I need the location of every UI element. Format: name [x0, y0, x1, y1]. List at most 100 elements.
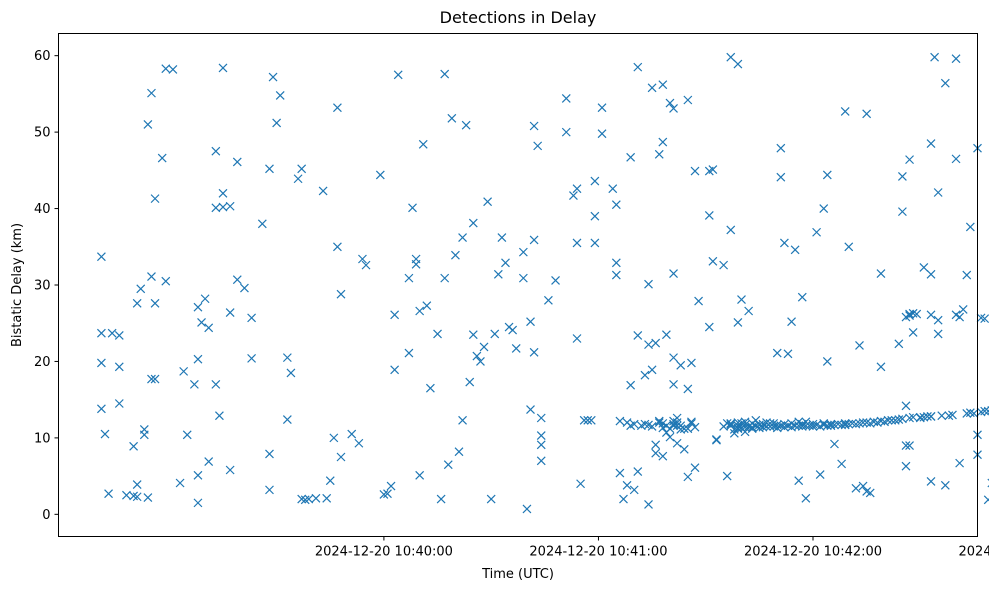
data-point [114, 399, 124, 408]
data-point [132, 480, 142, 489]
data-point [572, 184, 582, 194]
data-point [193, 470, 203, 480]
data-point [529, 121, 539, 131]
data-point [801, 421, 811, 431]
data-point [654, 149, 664, 159]
data-point [422, 301, 432, 311]
data-point [147, 374, 156, 384]
data-point [107, 328, 117, 338]
data-point [468, 218, 478, 228]
data-point [386, 481, 396, 491]
x-axis-label: Time (UTC) [481, 567, 554, 582]
data-point [611, 258, 621, 268]
x-tick-label: 2024-12-20 10:41:00 [529, 545, 667, 560]
y-tick-label: 10 [34, 431, 51, 446]
data-point [104, 489, 113, 499]
y-tick-label: 50 [34, 126, 51, 141]
data-point [905, 413, 914, 423]
data-point [182, 430, 192, 440]
data-point [96, 358, 106, 368]
y-axis: 0 10 20 30 40 50 60 [34, 49, 59, 523]
data-point [508, 325, 518, 335]
data-point [933, 315, 943, 325]
data-point [683, 384, 693, 394]
data-point [812, 227, 822, 237]
data-point [150, 194, 160, 204]
data-point [518, 247, 528, 257]
data-point [265, 485, 274, 495]
data-point [257, 219, 267, 229]
data-point [576, 479, 586, 489]
data-point [615, 468, 625, 478]
data-point [894, 339, 904, 349]
data-point [926, 310, 936, 320]
x-tick-label: 2024-12-20 10:42:00 [744, 545, 882, 560]
chart-title: Detections in Delay [440, 8, 597, 27]
data-point [840, 418, 850, 428]
data-point [497, 233, 507, 243]
data-point [197, 318, 206, 327]
data-point [590, 238, 600, 248]
data-point [96, 404, 106, 414]
data-point [629, 419, 639, 429]
data-point [569, 191, 578, 200]
data-point [96, 252, 106, 262]
data-point [247, 353, 257, 363]
data-point [486, 494, 496, 504]
data-point [897, 172, 907, 181]
data-point [193, 302, 203, 312]
data-point [211, 146, 221, 156]
data-point [926, 139, 936, 149]
data-point [683, 95, 693, 105]
data-point [897, 414, 907, 424]
x-axis: 2024-12-20 10:40:00 2024-12-20 10:41:00 20… [315, 536, 989, 560]
data-point [704, 211, 714, 220]
data-point [543, 295, 553, 305]
data-point [783, 349, 793, 359]
data-point [690, 463, 700, 473]
data-point [325, 476, 335, 486]
data-point [840, 107, 850, 116]
data-point [651, 448, 661, 458]
data-point [275, 90, 285, 100]
data-point [347, 429, 357, 439]
data-point [232, 275, 242, 285]
data-point [665, 98, 675, 108]
data-point [175, 478, 185, 488]
data-point [633, 467, 643, 476]
data-point [801, 493, 811, 503]
data-point [822, 170, 832, 180]
data-point [211, 203, 221, 213]
data-point [129, 441, 139, 451]
data-point [193, 498, 203, 508]
data-point [948, 410, 957, 420]
data-point [940, 78, 950, 88]
data-point [794, 476, 804, 486]
data-point [454, 447, 464, 457]
data-point [858, 418, 868, 428]
data-point [200, 294, 210, 304]
data-point [926, 269, 936, 279]
data-point [501, 258, 510, 268]
data-point [551, 275, 560, 285]
data-point [300, 495, 310, 505]
data-point [733, 424, 743, 434]
data-point [901, 461, 911, 471]
data-point [876, 362, 886, 372]
data-point [450, 250, 460, 260]
data-point [855, 340, 864, 350]
data-point [529, 347, 539, 357]
x-tick-label: 2024-12-20 10:40:00 [315, 545, 453, 560]
data-points [96, 52, 989, 514]
data-point [733, 318, 743, 327]
data-point [204, 323, 214, 333]
data-point [436, 494, 446, 504]
data-point [136, 284, 146, 294]
data-point [901, 401, 911, 411]
data-point [468, 330, 478, 340]
data-point [704, 322, 714, 332]
data-point [661, 330, 671, 340]
data-point [926, 477, 936, 486]
data-point [858, 481, 868, 491]
data-point [958, 305, 968, 314]
